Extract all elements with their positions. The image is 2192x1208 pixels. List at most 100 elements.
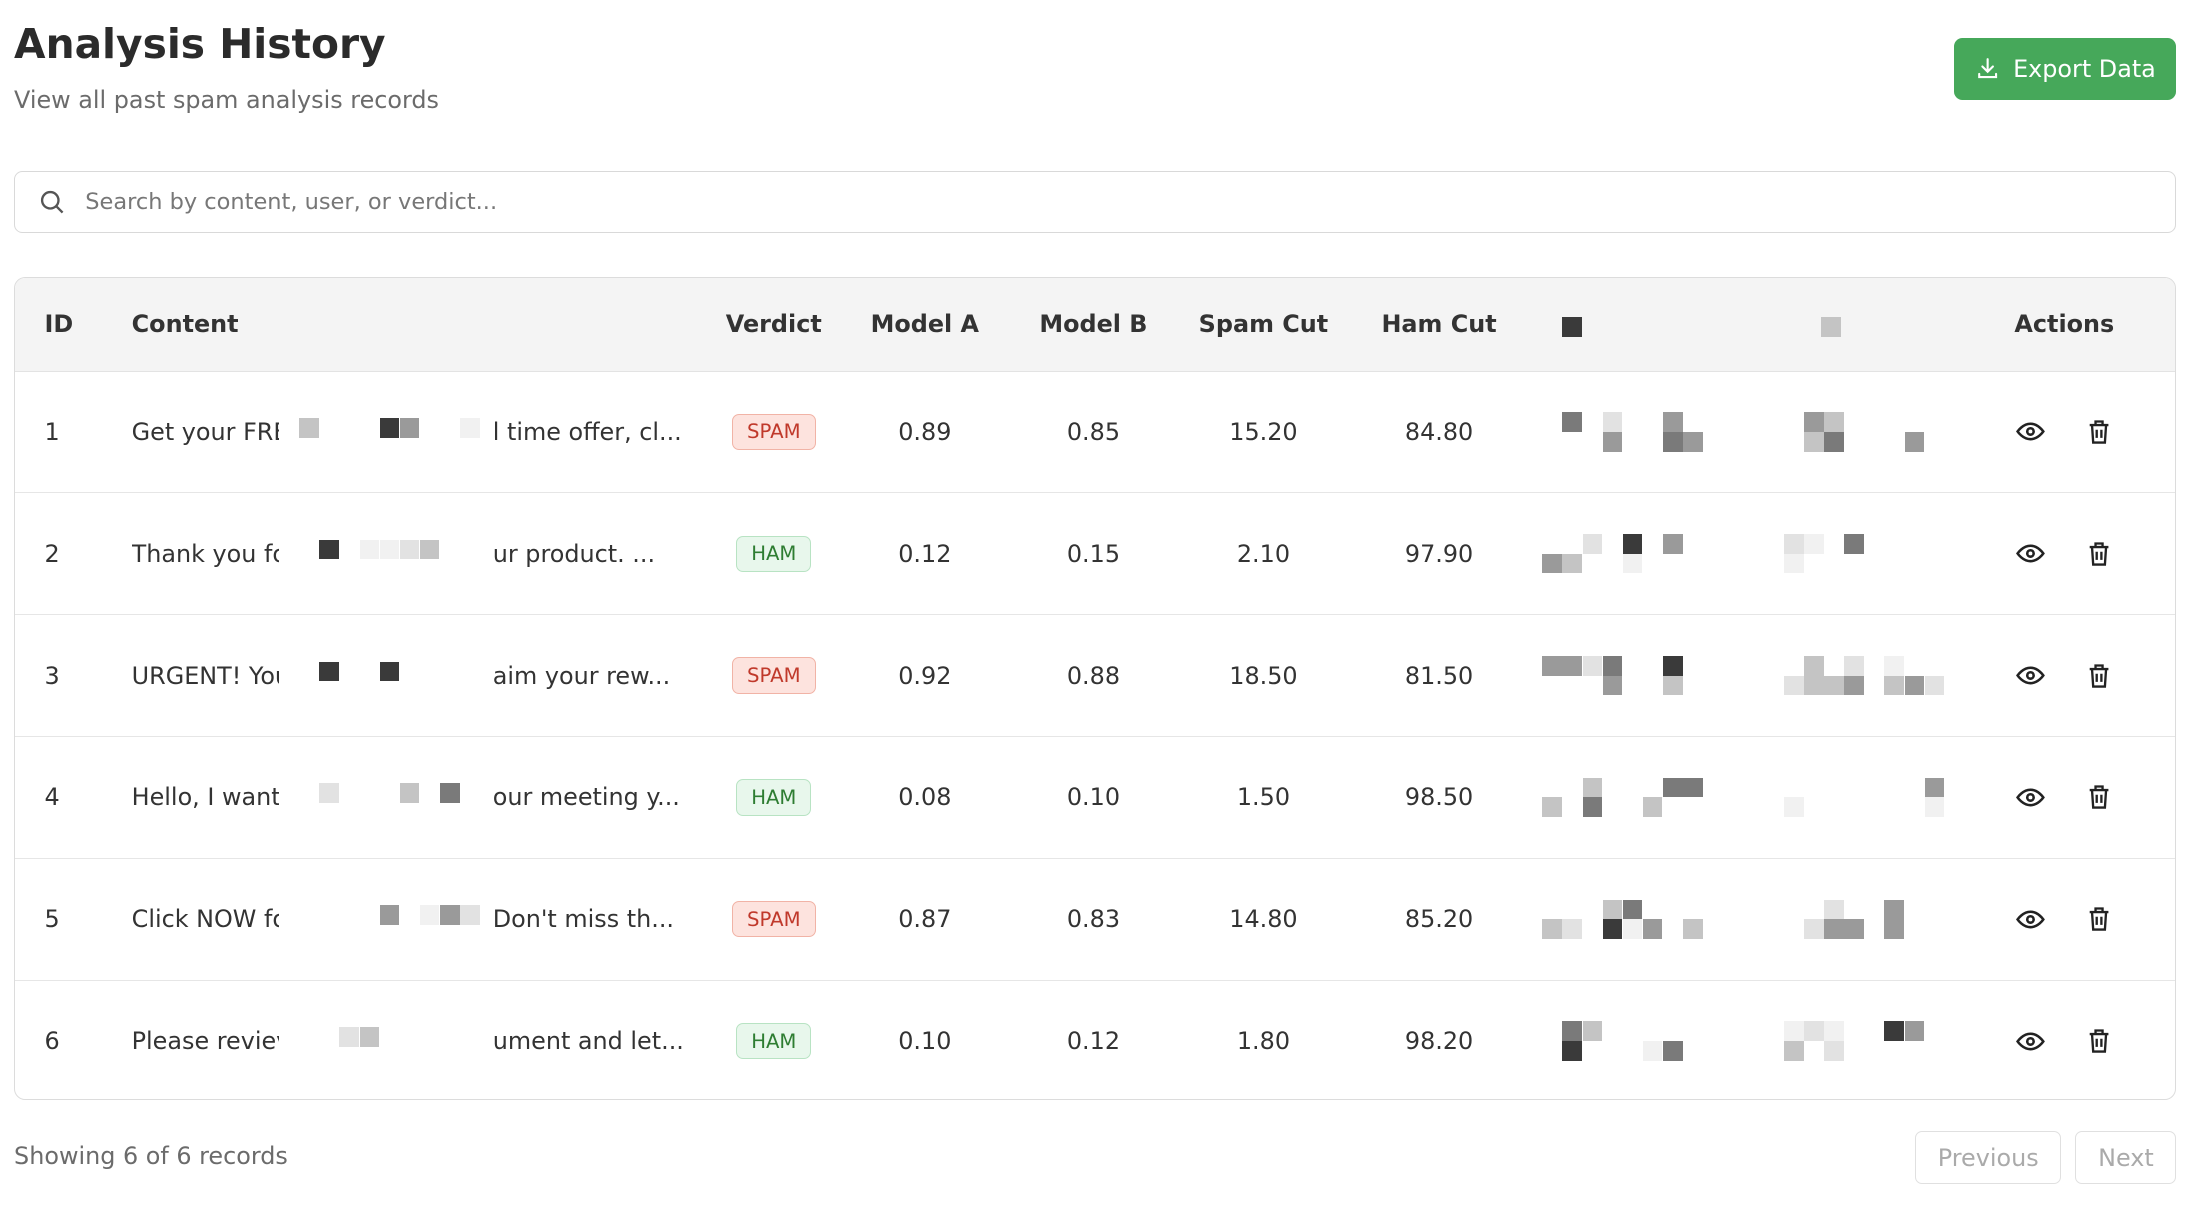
redaction-pixel	[1682, 919, 1703, 939]
verdict-badge: SPAM	[732, 413, 816, 451]
redaction-pixel	[1821, 317, 1842, 337]
redaction-pixel	[319, 783, 340, 804]
view-icon[interactable]	[2015, 660, 2046, 691]
redaction-pixel	[339, 1027, 360, 1047]
row-model-b: 0.83	[1012, 858, 1175, 981]
delete-icon[interactable]	[2085, 905, 2113, 933]
row-id: 1	[15, 371, 118, 494]
delete-icon[interactable]	[2085, 662, 2113, 690]
redacted-cell	[1525, 614, 1765, 738]
redaction-pixel	[419, 905, 440, 925]
table-row: 1 Get your FRE l time offer, cl... SPAM 0.89…	[15, 371, 2175, 494]
delete-icon[interactable]	[2085, 418, 2113, 446]
row-spam-cut: 2.10	[1174, 492, 1353, 616]
table-container: ID Content Verdict Model A Model B Spam Cut Ha…	[14, 276, 2177, 1101]
content-start: Get your FRE	[131, 417, 280, 446]
row-id: 5	[15, 858, 118, 981]
redaction-pixel	[1824, 412, 1844, 432]
redaction-pixel	[1622, 534, 1643, 554]
action-buttons	[1968, 904, 2161, 935]
delete-icon[interactable]	[2085, 1027, 2113, 1055]
redaction-pixel	[1783, 1021, 1804, 1042]
action-buttons	[1968, 1026, 2161, 1057]
redaction-pixel	[1662, 777, 1683, 798]
download-icon	[1978, 58, 1998, 79]
redaction	[1764, 981, 1968, 1100]
redaction-pixel	[1542, 919, 1562, 939]
row-id: 6	[44, 1027, 60, 1056]
redaction-pixel	[1824, 899, 1844, 920]
verdict-badge: HAM	[736, 1022, 812, 1060]
row-model-a: 0.10	[898, 1027, 952, 1056]
history-table: ID Content Verdict Model A Model B Spam Cut Ha…	[15, 277, 2175, 1100]
view-icon[interactable]	[2015, 904, 2046, 935]
redaction-pixel	[379, 905, 400, 925]
view-icon[interactable]	[2015, 538, 2046, 569]
table-row: 3 URGENT! You aim your rew... SPAM 0.92 0.88 1…	[15, 614, 2175, 738]
row-model-b: 0.12	[1066, 1027, 1121, 1056]
row-verdict: SPAM	[710, 858, 838, 981]
redaction-pixel	[1562, 1021, 1583, 1042]
redaction-pixel	[1804, 534, 1824, 554]
redaction-pixel	[1884, 675, 1905, 696]
search-input[interactable]: Search by content, user, or verdict...	[14, 171, 2177, 234]
content-text: Thank you fo ur product. ...	[132, 493, 711, 615]
redaction-pixel	[1602, 412, 1623, 432]
content-end: ument and let...	[492, 1027, 684, 1056]
column-header: Actions	[1968, 277, 2175, 372]
next-button[interactable]: Next	[2075, 1131, 2177, 1185]
view-icon[interactable]	[2015, 1026, 2046, 1057]
row-content: Click NOW fo Don't miss th...	[117, 858, 711, 981]
export-button[interactable]: Export Data	[1954, 37, 2177, 100]
redacted-header	[1525, 277, 1765, 372]
row-model-a: 0.87	[837, 858, 1013, 981]
redaction-pixel	[1884, 655, 1905, 676]
content-end: Don't miss th...	[492, 905, 675, 934]
row-id: 3	[15, 614, 118, 738]
row-ham-cut: 97.90	[1352, 492, 1526, 616]
previous-button[interactable]: Previous	[1915, 1131, 2062, 1185]
redacted-cell	[1525, 980, 1764, 1099]
verdict-badge: HAM	[736, 535, 812, 572]
redaction-pixel	[1682, 431, 1703, 452]
content-start: Hello, I wante	[131, 783, 280, 812]
redaction-pixel	[399, 783, 420, 804]
redaction-pixel	[359, 539, 380, 560]
redaction-pixel	[1642, 797, 1663, 818]
redaction	[1764, 859, 1968, 980]
redaction-pixel	[1542, 797, 1562, 818]
view-icon[interactable]	[2015, 782, 2046, 813]
redaction-pixel	[299, 417, 319, 438]
redaction-pixel	[1562, 1041, 1583, 1061]
redaction-pixel	[1562, 919, 1583, 939]
row-content: Get your FRE l time offer, cl...	[117, 371, 711, 494]
row-id: 2	[15, 492, 118, 616]
search-placeholder: Search by content, user, or verdict...	[85, 189, 498, 216]
redaction-pixel	[1844, 534, 1864, 554]
redaction-pixel	[460, 905, 480, 925]
redaction-pixel	[1642, 919, 1663, 939]
table-row: 4 Hello, I wante our meeting y... HAM 0.08 0.…	[15, 736, 2175, 859]
view-icon[interactable]	[2015, 416, 2046, 447]
delete-icon[interactable]	[2085, 783, 2113, 811]
redaction-pixel	[1662, 675, 1683, 696]
redaction-pixel	[1582, 797, 1603, 818]
redaction-pixel	[1602, 675, 1623, 696]
redaction-pixel	[1562, 655, 1583, 676]
verdict-badge: SPAM	[732, 901, 816, 938]
redaction	[1764, 615, 1968, 736]
row-ham-cut: 98.50	[1352, 736, 1526, 859]
column-header: Content	[117, 277, 711, 372]
redaction	[1525, 859, 1764, 980]
content-start: Please reviev	[131, 1027, 280, 1056]
redaction-pixel	[379, 661, 400, 682]
row-verdict: HAM	[711, 980, 837, 1099]
redaction-pixel	[399, 417, 420, 438]
redaction-pixel	[1582, 655, 1603, 676]
redaction-pixel	[1824, 1041, 1844, 1061]
redaction-pixel	[1662, 431, 1683, 452]
row-actions	[1968, 492, 2175, 616]
delete-icon[interactable]	[2085, 540, 2113, 568]
row-model-a: 0.89	[837, 371, 1013, 494]
row-verdict: SPAM	[710, 371, 838, 494]
